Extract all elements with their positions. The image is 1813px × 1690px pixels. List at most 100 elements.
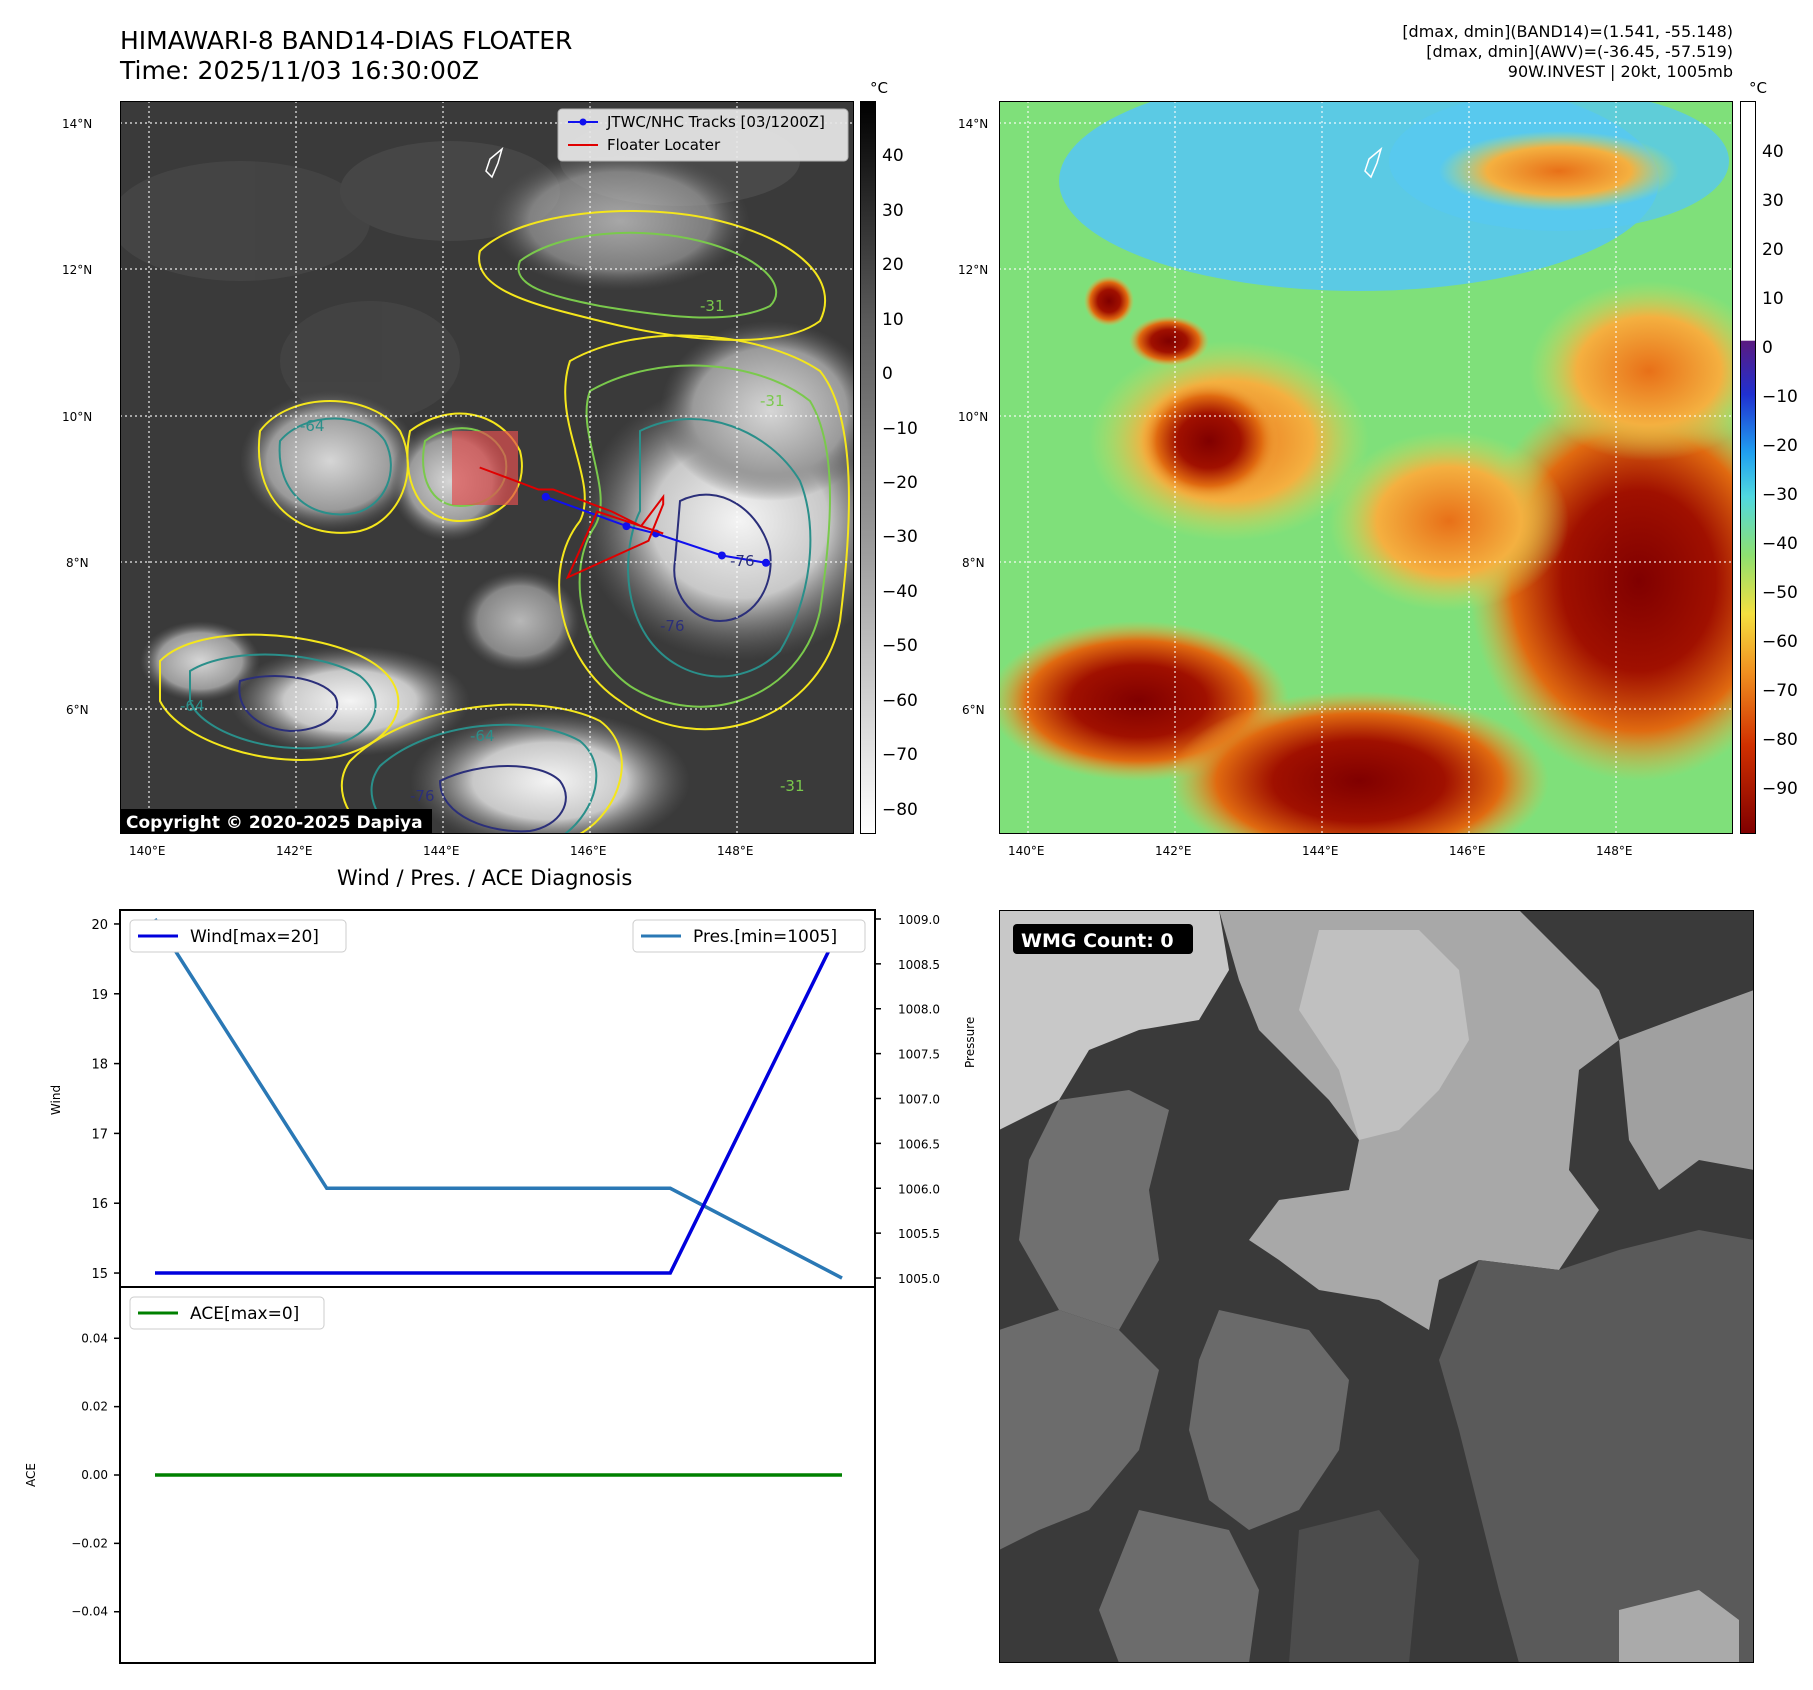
stats-line-3: 90W.INVEST | 20kt, 1005mb — [1507, 62, 1733, 81]
pressure-tick-label: 1006.5 — [898, 1137, 940, 1151]
lat-tick-label: 12°N — [958, 263, 989, 277]
chart-title: HIMAWARI-8 BAND14-DIAS FLOATER Time: 202… — [120, 26, 572, 86]
floater-locater-line — [479, 466, 665, 580]
lon-tick-label: 144°E — [1302, 844, 1339, 858]
wind-legend-label: Wind[max=20] — [190, 927, 319, 947]
lon-tick-label: 142°E — [276, 844, 313, 858]
lon-tick-label: 144°E — [423, 844, 460, 858]
diagnosis-chart: 20 19 18 17 16 15 1009.0 1008.5 1008.0 1007.5 100… — [24, 909, 940, 1664]
contour-label: -76 — [410, 787, 435, 805]
pressure-tick-label: 1005.0 — [898, 1272, 940, 1286]
contour-label: -31 — [760, 392, 785, 410]
awv-colorbar-unit: °C — [1749, 79, 1767, 97]
wmg-map: WMG Count: 0 — [999, 910, 1754, 1663]
legend-floater-label: Floater Locater — [607, 136, 721, 154]
lon-tick-label: 140°E — [1008, 844, 1045, 858]
lat-tick-label: 10°N — [958, 410, 989, 424]
awv-colorbar-tick: −10 — [1762, 387, 1798, 407]
lon-tick-label: 146°E — [1449, 844, 1486, 858]
awv-colorbar-tick: −60 — [1762, 632, 1798, 652]
wind-tick-label: 20 — [91, 918, 108, 933]
contour-label: -76 — [730, 552, 755, 570]
awv-colorbar-tick: 0 — [1762, 338, 1773, 358]
ir-colorbar-tick: −40 — [882, 582, 918, 602]
ir-legend: JTWC/NHC Tracks [03/1200Z] Floater Locat… — [557, 108, 849, 162]
lon-tick-label: 140°E — [129, 844, 166, 858]
track-point — [717, 551, 726, 560]
ir-satellite-map: -31 -31 -31 -64 -64 -64 -76 -76 -76 JTWC… — [120, 101, 854, 834]
pressure-tick-label: 1009.0 — [898, 913, 940, 927]
awv-colorbar-tick: 10 — [1762, 289, 1784, 309]
wind-pressure-axes — [119, 909, 876, 1288]
ir-colorbar-tick: −70 — [882, 745, 918, 765]
legend-tracks-label: JTWC/NHC Tracks [03/1200Z] — [606, 113, 825, 131]
copyright-box — [120, 809, 432, 834]
awv-satellite-map — [999, 101, 1733, 834]
title-line-2: Time: 2025/11/03 16:30:00Z — [120, 56, 479, 85]
lat-tick-label: 8°N — [962, 556, 985, 570]
lon-tick-label: 148°E — [717, 844, 754, 858]
ir-colorbar-tick: −10 — [882, 419, 918, 439]
track-point — [761, 558, 770, 567]
copyright-text: Copyright © 2020-2025 Dapiya — [126, 813, 423, 833]
ir-colorbar-tick: −20 — [882, 473, 918, 493]
pressure-tick-label: 1005.5 — [898, 1227, 940, 1241]
track-point — [622, 522, 631, 531]
awv-colorbar-tick: −70 — [1762, 681, 1798, 701]
awv-colorbar-tick: −20 — [1762, 436, 1798, 456]
stats-line-2: [dmax, dmin](AWV)=(-36.45, -57.519) — [1426, 42, 1733, 61]
awv-colorbar-tick: 40 — [1762, 142, 1784, 162]
stats-line-1: [dmax, dmin](BAND14)=(1.541, -55.148) — [1402, 22, 1733, 41]
ir-colorbar-tick: 0 — [882, 364, 893, 384]
lon-tick-label: 146°E — [570, 844, 607, 858]
lon-tick-label: 148°E — [1596, 844, 1633, 858]
pressure-ylabel: Pressure — [963, 1016, 977, 1068]
wind-axis-label: Wind — [49, 1085, 63, 1115]
moist-regions — [999, 131, 1733, 834]
ace-tick-label: −0.04 — [71, 1605, 108, 1619]
pressure-tick-label: 1007.0 — [898, 1093, 940, 1107]
ir-colorbar-unit: °C — [870, 79, 888, 97]
pressure-tick-label: 1008.0 — [898, 1003, 940, 1017]
awv-colorbar-tick: −30 — [1762, 485, 1798, 505]
ace-tick-label: −0.02 — [71, 1536, 108, 1550]
pressure-tick-label: 1008.5 — [898, 958, 940, 972]
pressure-tick-label: 1006.0 — [898, 1182, 940, 1196]
contour-label-group: -31 -31 -31 -64 -64 -64 -76 -76 -76 — [180, 297, 805, 805]
wmg-cloud-regions — [999, 910, 1754, 1663]
island-outline — [1364, 146, 1383, 179]
ace-legend-label: ACE[max=0] — [190, 1304, 299, 1324]
ace-tick-label: 0.00 — [81, 1468, 108, 1482]
track-lines — [479, 466, 770, 580]
ir-colorbar-tick: −50 — [882, 636, 918, 656]
ir-colorbar-tick: 10 — [882, 310, 904, 330]
pressure-legend-label: Pres.[min=1005] — [693, 927, 837, 947]
title-line-1: HIMAWARI-8 BAND14-DIAS FLOATER — [120, 26, 573, 55]
lat-tick-label: 6°N — [66, 703, 89, 717]
wind-tick-label: 15 — [91, 1267, 108, 1282]
ir-colorbar-tick: 30 — [882, 201, 904, 221]
ir-colorbar-tick: −60 — [882, 691, 918, 711]
awv-colorbar-tick: −50 — [1762, 583, 1798, 603]
contour-label: -76 — [660, 617, 685, 635]
awv-colorbar-tick: −90 — [1762, 779, 1798, 799]
pressure-series-line — [153, 918, 843, 1280]
ir-colorbar-tick: −30 — [882, 527, 918, 547]
pressure-legend: Pres.[min=1005] — [632, 919, 866, 953]
pressure-tick-label: 1007.5 — [898, 1048, 940, 1062]
ace-legend: ACE[max=0] — [129, 1296, 325, 1330]
lat-tick-label: 12°N — [62, 263, 93, 277]
awv-colorbar-tick: −80 — [1762, 730, 1798, 750]
lon-tick-label: 142°E — [1155, 844, 1192, 858]
wind-series-line — [155, 923, 844, 1275]
floater-box — [452, 431, 518, 505]
contour-label: -31 — [780, 777, 805, 795]
contour-label: -31 — [700, 297, 725, 315]
awv-colorbar — [1740, 101, 1756, 834]
contour-label: -64 — [300, 417, 325, 435]
awv-colorbar-tick: 20 — [1762, 240, 1784, 260]
wind-tick-label: 17 — [91, 1127, 108, 1142]
wind-tick-label: 16 — [91, 1197, 108, 1212]
contours — [159, 210, 850, 834]
lat-tick-label: 8°N — [66, 556, 89, 570]
